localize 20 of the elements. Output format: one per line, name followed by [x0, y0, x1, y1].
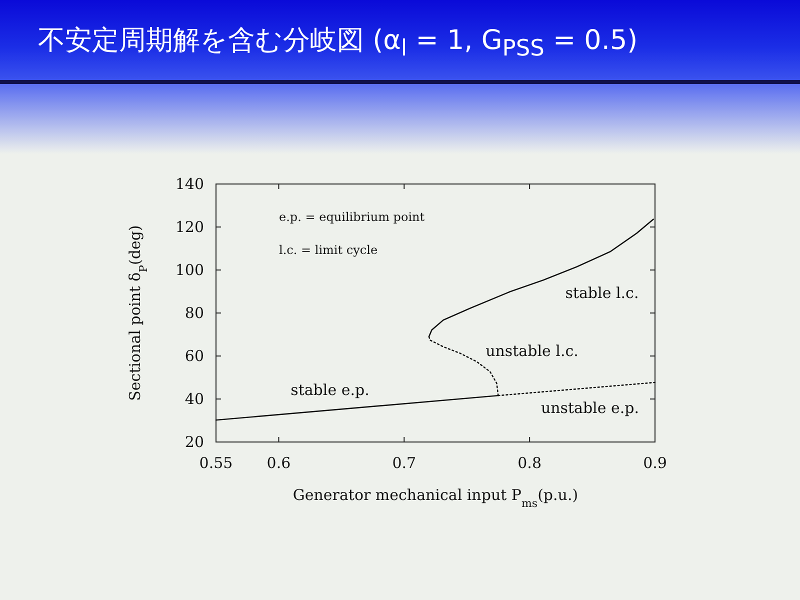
- y-tick-label: 40: [184, 390, 204, 408]
- series-label: unstable e.p.: [540, 399, 640, 417]
- series-label: stable l.c.: [565, 284, 639, 302]
- x-tick-label: 0.55: [199, 454, 233, 472]
- chart-title: 不安定周期解を含む分岐図 (α$_{l}$ = 1, G$_{PSS}$ = 0.5): [38, 24, 638, 62]
- x-axis-title: Generator mechanical input P$_{ms}$(p.u.): [292, 486, 578, 510]
- annotation: e.p. = equilibrium point: [279, 210, 425, 224]
- x-tick-label: 0.6: [266, 454, 291, 472]
- y-tick-label: 120: [175, 218, 204, 236]
- y-tick-label: 60: [184, 347, 204, 365]
- y-tick-label: 100: [175, 261, 204, 279]
- series-label: unstable l.c.: [486, 342, 578, 360]
- annotation: l.c. = limit cycle: [279, 243, 378, 257]
- x-tick-label: 0.7: [392, 454, 416, 472]
- series-label: stable e.p.: [290, 381, 370, 399]
- x-tick-label: 0.8: [518, 454, 542, 472]
- y-tick-label: 80: [184, 304, 204, 322]
- y-tick-label: 20: [184, 433, 204, 451]
- x-tick-label: 0.9: [643, 454, 667, 472]
- y-tick-label: 140: [175, 175, 204, 193]
